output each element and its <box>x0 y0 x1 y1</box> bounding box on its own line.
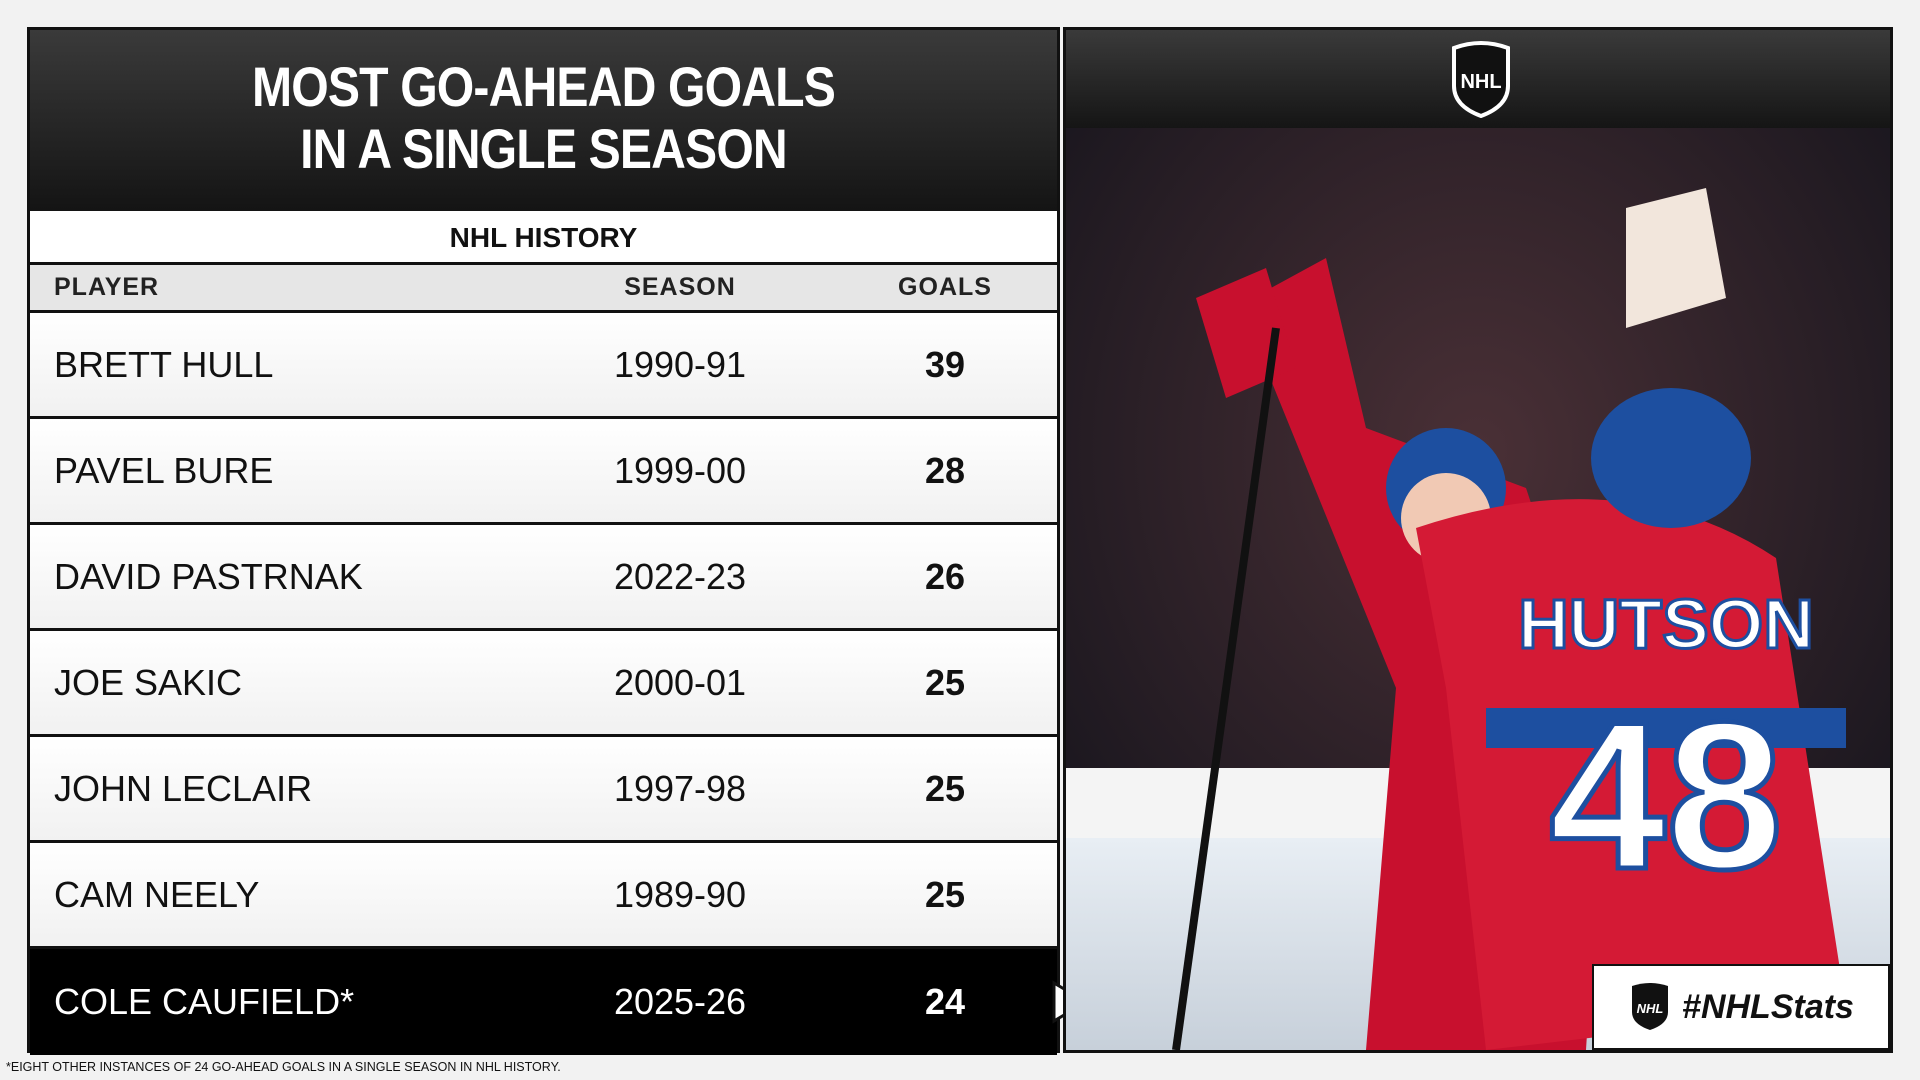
player: CAM NEELY <box>54 873 260 915</box>
hashtag-badge: NHL #NHLStats <box>1592 964 1890 1050</box>
jersey-name: HUTSON <box>1518 585 1814 663</box>
title-line: IN A SINGLE SEASON <box>300 117 788 180</box>
title-line: MOST GO-AHEAD GOALS <box>252 55 836 118</box>
photo-panel: NHL HUTSON 48 NHL #NHLStats <box>1063 27 1893 1053</box>
player: JOE SAKIC <box>54 661 243 703</box>
season: 1999-00 <box>613 449 747 491</box>
column-label: PLAYER <box>54 273 160 301</box>
logo-text: NHL <box>1460 71 1501 93</box>
season: 2000-01 <box>613 661 747 703</box>
column-label: SEASON <box>624 273 736 301</box>
player: BRETT HULL <box>54 343 274 385</box>
goals: 25 <box>924 873 966 915</box>
table-row: BRETT HULL 1990-91 39 <box>30 313 1057 419</box>
table-row: CAM NEELY 1989-90 25 <box>30 843 1057 949</box>
goals: 24 <box>924 981 966 1022</box>
badge-logo: NHL <box>1632 983 1669 1030</box>
footnote: *EIGHT OTHER INSTANCES OF 24 GO-AHEAD GO… <box>6 1060 561 1074</box>
season: 1997-98 <box>613 767 747 809</box>
season: 1990-91 <box>613 343 747 385</box>
player: PAVEL BURE <box>54 449 274 491</box>
photo: HUTSON 48 <box>1066 128 1890 1050</box>
table-panel: MOST GO-AHEAD GOALS IN A SINGLE SEASON N… <box>27 27 1060 1055</box>
table-row: COLE CAUFIELD* 2025-26 24 <box>30 949 1057 1055</box>
goals: 39 <box>924 343 966 385</box>
season: 1989-90 <box>613 873 747 915</box>
jersey-number: 48 <box>1549 678 1783 913</box>
column-header: PLAYER SEASON GOALS <box>30 265 1057 313</box>
column-label: GOALS <box>898 273 992 301</box>
player: JOHN LECLAIR <box>54 767 313 809</box>
logo-bar: NHL <box>1066 30 1890 128</box>
player: COLE CAUFIELD* <box>54 981 355 1022</box>
badge-logo-text: NHL <box>1637 1001 1664 1016</box>
nhl-logo: NHL <box>1452 41 1510 118</box>
goals: 26 <box>924 555 966 597</box>
title-block: MOST GO-AHEAD GOALS IN A SINGLE SEASON <box>30 30 1057 211</box>
table-row: DAVID PASTRNAK 2022-23 26 <box>30 525 1057 631</box>
subtitle: NHL HISTORY <box>30 211 1057 265</box>
table-row: PAVEL BURE 1999-00 28 <box>30 419 1057 525</box>
table-row: JOHN LECLAIR 1997-98 25 <box>30 737 1057 843</box>
hashtag: #NHLStats <box>1682 987 1854 1026</box>
goals: 28 <box>924 449 966 491</box>
table-row: JOE SAKIC 2000-01 25 <box>30 631 1057 737</box>
season: 2025-26 <box>613 981 747 1022</box>
season: 2022-23 <box>613 555 747 597</box>
goals: 25 <box>924 767 966 809</box>
goals: 25 <box>924 661 966 703</box>
player: DAVID PASTRNAK <box>54 555 363 597</box>
